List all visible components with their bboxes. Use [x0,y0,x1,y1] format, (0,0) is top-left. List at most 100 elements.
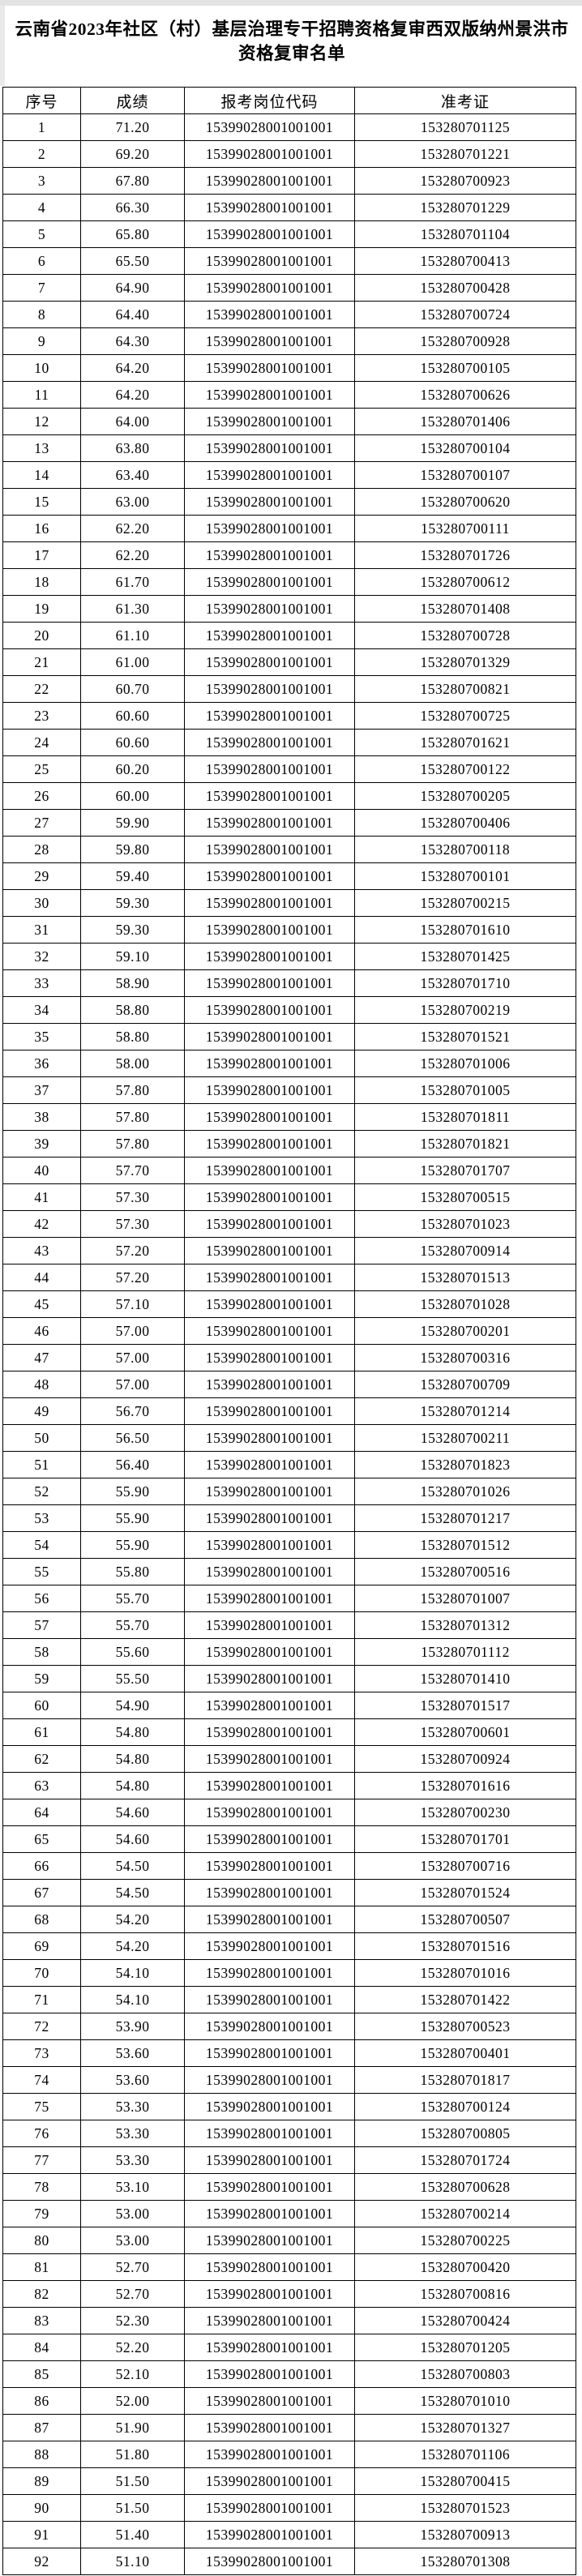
cell-score: 58.00 [80,1050,185,1077]
cell-index: 7 [2,274,81,302]
cell-score: 60.00 [80,782,185,810]
cell-ticket-number: 153280700413 [354,247,576,275]
cell-index: 53 [2,1504,81,1532]
table-row: 35 58.80 15399028001001001 153280701521 [2,1023,576,1051]
cell-score: 59.40 [80,862,185,890]
table-row: 21 61.00 15399028001001001 153280701329 [2,648,576,676]
table-row: 22 60.70 15399028001001001 153280700821 [2,675,576,703]
cell-index: 82 [2,2280,81,2308]
cell-position-code: 15399028001001001 [184,2173,355,2201]
cell-position-code: 15399028001001001 [184,1344,355,1371]
table-row: 53 55.90 15399028001001001 153280701217 [2,1504,576,1532]
cell-position-code: 15399028001001001 [184,889,355,917]
table-row: 54 55.90 15399028001001001 153280701512 [2,1531,576,1559]
table-row: 36 58.00 15399028001001001 153280701006 [2,1050,576,1077]
table-row: 79 53.00 15399028001001001 153280700214 [2,2200,576,2227]
cell-index: 39 [2,1130,81,1157]
table-row: 59 55.50 15399028001001001 153280701410 [2,1665,576,1692]
cell-index: 4 [2,194,81,221]
table-row: 61 54.80 15399028001001001 153280700601 [2,1718,576,1746]
cell-position-code: 15399028001001001 [184,755,355,783]
cell-index: 86 [2,2387,81,2415]
cell-score: 59.80 [80,836,185,863]
table-row: 31 59.30 15399028001001001 153280701610 [2,916,576,944]
cell-ticket-number: 153280700728 [354,622,576,649]
cell-position-code: 15399028001001001 [184,274,355,302]
table-row: 57 55.70 15399028001001001 153280701312 [2,1611,576,1639]
cell-ticket-number: 153280700928 [354,327,576,355]
cell-ticket-number: 153280700122 [354,755,576,783]
cell-index: 78 [2,2173,81,2201]
table-row: 38 57.80 15399028001001001 153280701811 [2,1103,576,1131]
cell-ticket-number: 153280700709 [354,1371,576,1398]
table-row: 84 52.20 15399028001001001 153280701205 [2,2334,576,2361]
cell-position-code: 15399028001001001 [184,2494,355,2522]
cell-index: 61 [2,1718,81,1746]
cell-index: 22 [2,675,81,703]
cell-score: 65.80 [80,220,185,248]
cell-index: 24 [2,729,81,756]
table-row: 5 65.80 15399028001001001 153280701104 [2,220,576,248]
table-row: 55 55.80 15399028001001001 153280700516 [2,1558,576,1585]
cell-score: 60.70 [80,675,185,703]
cell-ticket-number: 153280700420 [354,2253,576,2281]
cell-score: 54.80 [80,1772,185,1799]
cell-ticket-number: 153280701028 [354,1290,576,1318]
cell-index: 67 [2,1879,81,1906]
table-row: 63 54.80 15399028001001001 153280701616 [2,1772,576,1799]
cell-ticket-number: 153280700230 [354,1799,576,1826]
cell-ticket-number: 153280701308 [354,2548,576,2575]
table-row: 76 53.30 15399028001001001 153280700805 [2,2120,576,2147]
cell-ticket-number: 153280701521 [354,1023,576,1051]
cell-ticket-number: 153280701701 [354,1825,576,1853]
cell-ticket-number: 153280700507 [354,1906,576,1933]
cell-ticket-number: 153280701823 [354,1451,576,1478]
cell-ticket-number: 153280701616 [354,1772,576,1799]
cell-ticket-number: 153280701327 [354,2414,576,2441]
cell-ticket-number: 153280700612 [354,568,576,596]
cell-score: 51.40 [80,2521,185,2548]
cell-index: 72 [2,2013,81,2040]
cell-position-code: 15399028001001001 [184,1371,355,1398]
cell-ticket-number: 153280700124 [354,2093,576,2120]
cell-ticket-number: 153280701726 [354,541,576,569]
table-row: 42 57.30 15399028001001001 153280701023 [2,1210,576,1238]
cell-ticket-number: 153280701811 [354,1103,576,1131]
cell-ticket-number: 153280701217 [354,1504,576,1532]
cell-position-code: 15399028001001001 [184,1799,355,1826]
cell-index: 52 [2,1478,81,1505]
cell-score: 69.20 [80,140,185,168]
cell-index: 70 [2,1959,81,1987]
table-row: 74 53.60 15399028001001001 153280701817 [2,2066,576,2094]
table-row: 18 61.70 15399028001001001 153280700612 [2,568,576,596]
table-row: 19 61.30 15399028001001001 153280701408 [2,595,576,623]
cell-score: 53.60 [80,2066,185,2094]
cell-ticket-number: 153280701006 [354,1050,576,1077]
cell-position-code: 15399028001001001 [184,194,355,221]
cell-score: 51.90 [80,2414,185,2441]
cell-ticket-number: 153280701205 [354,2334,576,2361]
cell-ticket-number: 153280701406 [354,408,576,435]
cell-index: 75 [2,2093,81,2120]
cell-index: 50 [2,1424,81,1452]
cell-position-code: 15399028001001001 [184,2120,355,2147]
cell-position-code: 15399028001001001 [184,648,355,676]
cell-position-code: 15399028001001001 [184,568,355,596]
cell-position-code: 15399028001001001 [184,1103,355,1131]
cell-index: 65 [2,1825,81,1853]
cell-ticket-number: 153280700523 [354,2013,576,2040]
cell-ticket-number: 153280701523 [354,2494,576,2522]
table-row: 60 54.90 15399028001001001 153280701517 [2,1692,576,1719]
cell-ticket-number: 153280701214 [354,1397,576,1425]
cell-score: 53.30 [80,2093,185,2120]
table-row: 32 59.10 15399028001001001 153280701425 [2,943,576,970]
table-row: 45 57.10 15399028001001001 153280701028 [2,1290,576,1318]
table-row: 90 51.50 15399028001001001 153280701523 [2,2494,576,2522]
cell-ticket-number: 153280701229 [354,194,576,221]
cell-index: 27 [2,809,81,837]
cell-position-code: 15399028001001001 [184,113,355,141]
cell-ticket-number: 153280701026 [354,1478,576,1505]
cell-index: 55 [2,1558,81,1585]
cell-index: 51 [2,1451,81,1478]
cell-score: 62.20 [80,541,185,569]
